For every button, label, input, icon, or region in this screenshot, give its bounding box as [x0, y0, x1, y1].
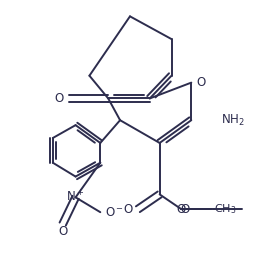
Text: O: O: [123, 203, 132, 216]
Text: O$^-$: O$^-$: [104, 206, 123, 219]
Text: N$^+$: N$^+$: [66, 190, 85, 205]
Text: NH$_2$: NH$_2$: [220, 113, 244, 128]
Text: O: O: [180, 203, 189, 216]
Text: CH$_3$: CH$_3$: [213, 202, 236, 216]
Text: O: O: [54, 92, 63, 105]
Text: O: O: [196, 76, 205, 89]
Text: O: O: [58, 225, 67, 238]
Text: O: O: [176, 203, 185, 216]
